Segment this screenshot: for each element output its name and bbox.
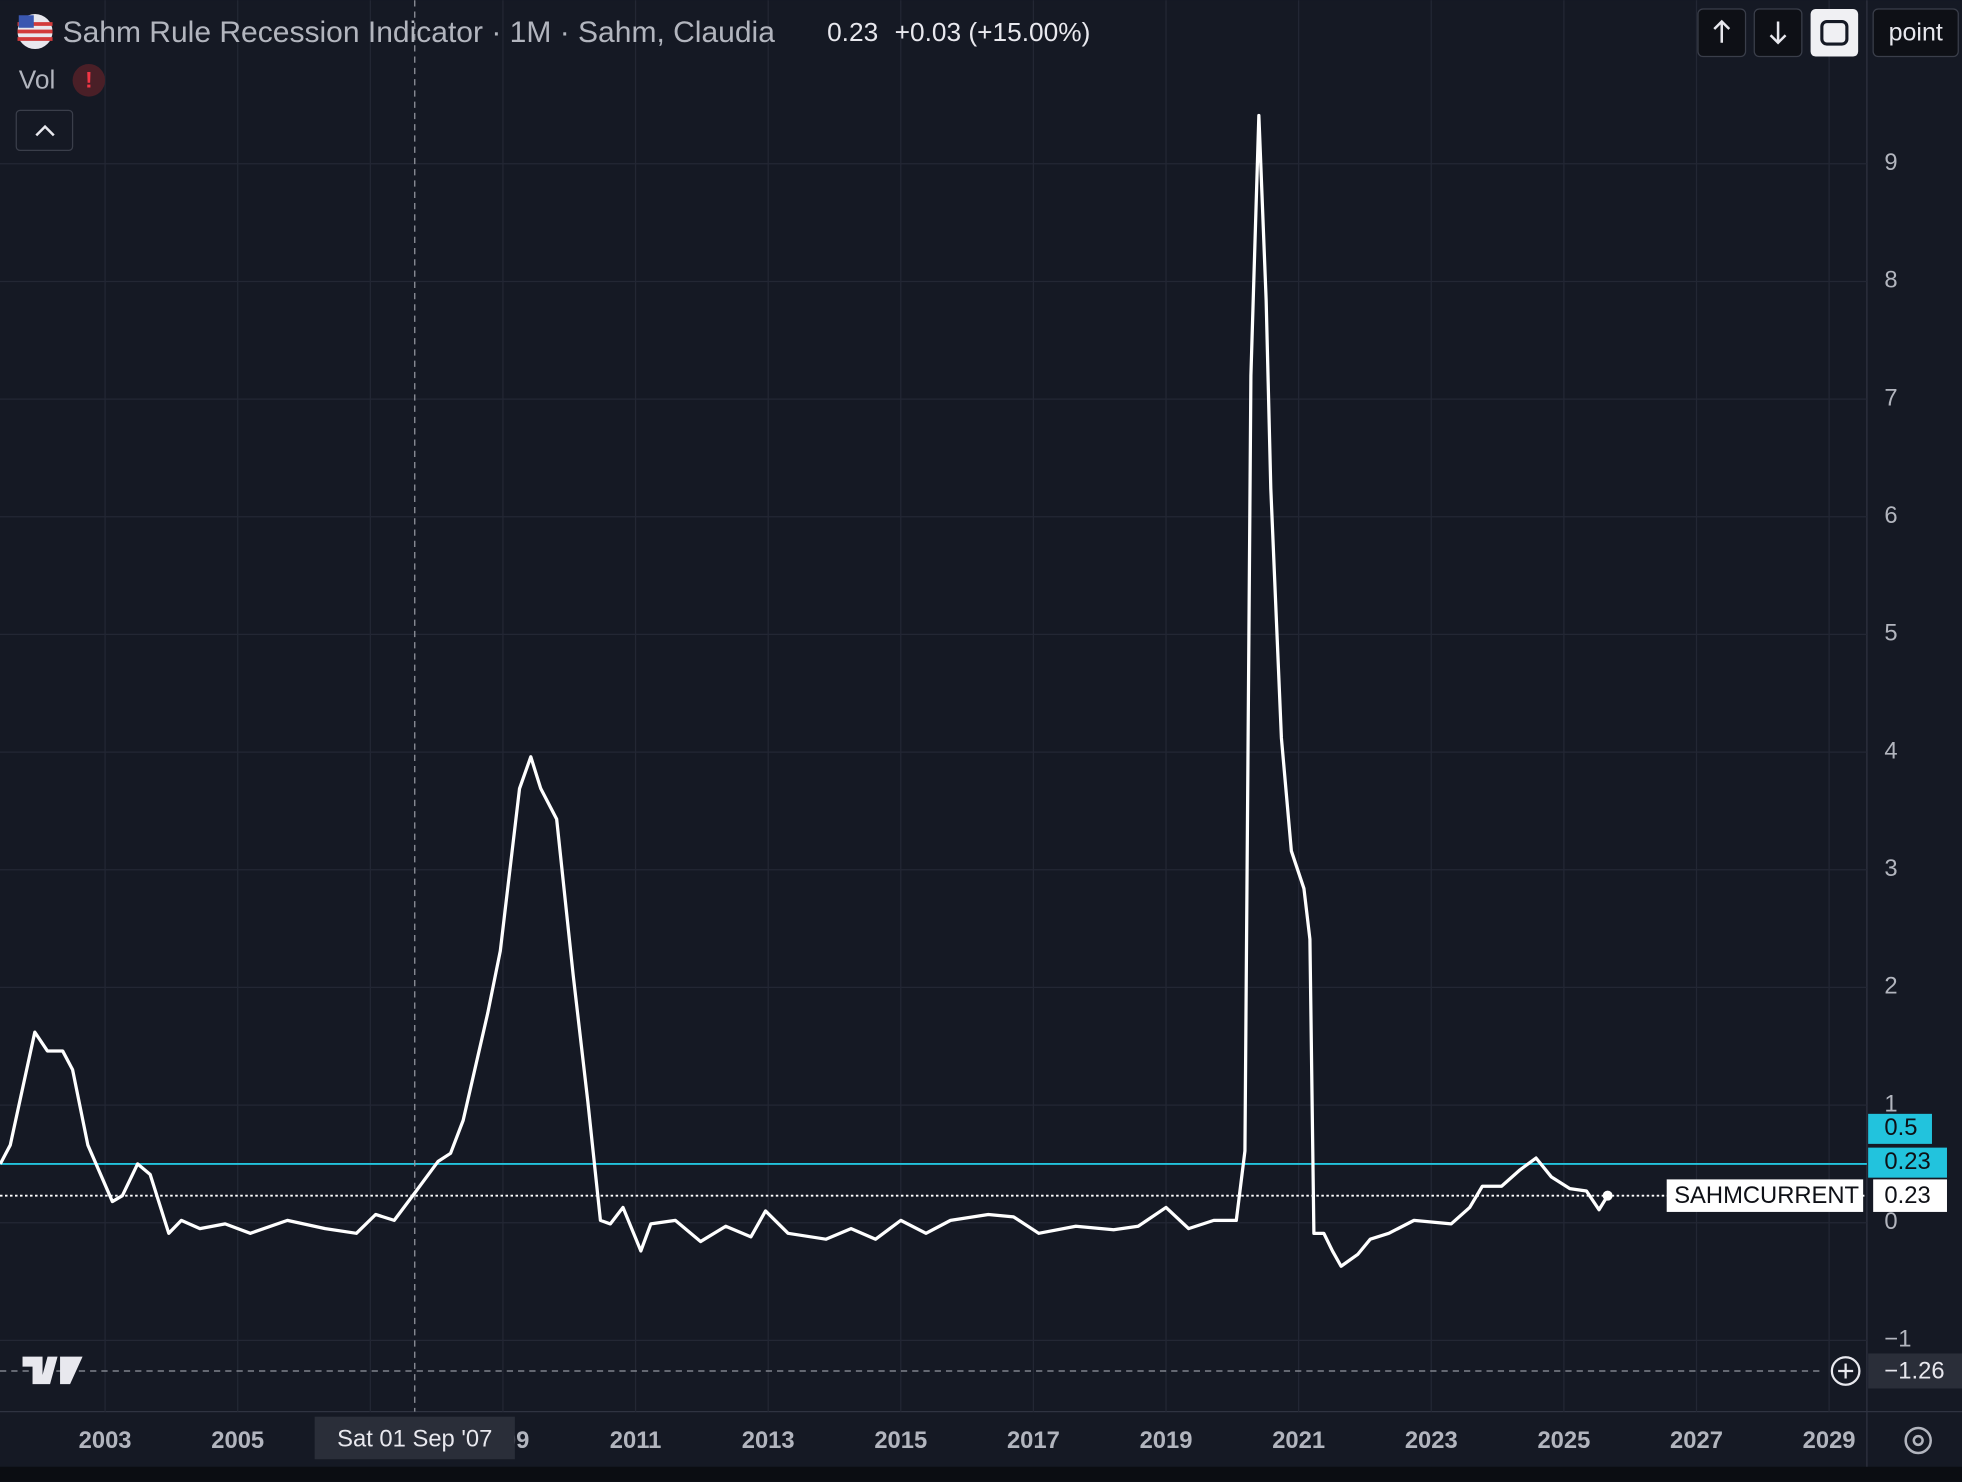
collapse-button[interactable] — [15, 109, 74, 152]
logo-shape — [22, 1356, 83, 1385]
x-tick-label: 2005 — [211, 1427, 264, 1454]
crosshair-y-box — [1868, 1353, 1962, 1389]
header: Sahm Rule Recession Indicator · 1M · Sah… — [15, 8, 1959, 152]
y-tick-label: 4 — [1884, 737, 1897, 764]
down-icon — [1769, 21, 1787, 45]
alert-last-label: 0.23 — [1884, 1148, 1930, 1175]
title: Sahm Rule Recession Indicator · 1M · Sah… — [63, 16, 776, 49]
alert-value-box — [1868, 1113, 1932, 1144]
x-tick-label: 2017 — [1007, 1427, 1060, 1454]
y-tick-label: 7 — [1884, 384, 1897, 411]
x-tick-label: 2023 — [1405, 1427, 1458, 1454]
add-alert-icon — [1838, 1363, 1854, 1379]
x-tick-label: 2003 — [79, 1427, 132, 1454]
x-tick-label: 2011 — [610, 1427, 662, 1454]
toggle-button[interactable] — [1810, 9, 1859, 57]
y-tick-label: −1 — [1884, 1326, 1911, 1353]
y-tick-label: 0 — [1884, 1208, 1897, 1235]
alert-value-label: 0.5 — [1884, 1114, 1917, 1141]
x-tick-label: 2015 — [874, 1427, 927, 1454]
vol-warning[interactable] — [72, 64, 106, 97]
x-tick-label: 2021 — [1272, 1427, 1325, 1454]
series-name-label: SAHMCURRENT — [1674, 1182, 1859, 1209]
x-tick-label: 2029 — [1803, 1427, 1856, 1454]
warning-mark: ! — [85, 68, 93, 93]
gear-center — [1912, 1434, 1924, 1447]
crosshair-x-box — [314, 1416, 515, 1460]
y-tick-label: 2 — [1884, 973, 1897, 1000]
bottom-strip — [0, 1466, 1962, 1482]
vol-label: Vol — [19, 65, 56, 95]
alert-last-box — [1868, 1147, 1947, 1178]
tv-logo — [22, 1356, 83, 1385]
last-point — [1602, 1190, 1613, 1201]
current-value-label: 0.23 — [1884, 1182, 1930, 1209]
point-button-label: point — [1889, 19, 1943, 47]
crosshair-y-label: −1.26 — [1884, 1358, 1944, 1385]
y-tick-label: 5 — [1884, 620, 1897, 647]
x-tick-label: 2027 — [1670, 1427, 1723, 1454]
current-value-box — [1873, 1179, 1947, 1212]
crosshair-x-label: Sat 01 Sep '07 — [337, 1426, 492, 1453]
plot-area — [0, 0, 1867, 1412]
x-tick-label: 2013 — [742, 1427, 795, 1454]
y-tick-label: 1 — [1884, 1090, 1897, 1117]
y-tick-label: 8 — [1884, 267, 1897, 294]
last-value: 0.23 — [827, 17, 878, 47]
settings-icon[interactable] — [1904, 1426, 1932, 1455]
change: +0.03 (+15.00%) — [895, 17, 1091, 47]
x-tick-label: 2019 — [1140, 1427, 1193, 1454]
point-button[interactable] — [1872, 8, 1959, 58]
flag-canton — [18, 15, 34, 28]
y-tick-label: 3 — [1884, 855, 1897, 882]
series-name-box — [1666, 1179, 1864, 1212]
series-line — [0, 113, 1610, 1268]
x-tick-label: 2025 — [1537, 1427, 1590, 1454]
y-tick-label: 6 — [1884, 502, 1897, 529]
y-tick-label: 9 — [1884, 149, 1897, 176]
gear — [1904, 1426, 1932, 1455]
collapse-icon — [35, 124, 55, 137]
toggle-icon — [1820, 19, 1849, 46]
up-icon — [1713, 19, 1731, 43]
